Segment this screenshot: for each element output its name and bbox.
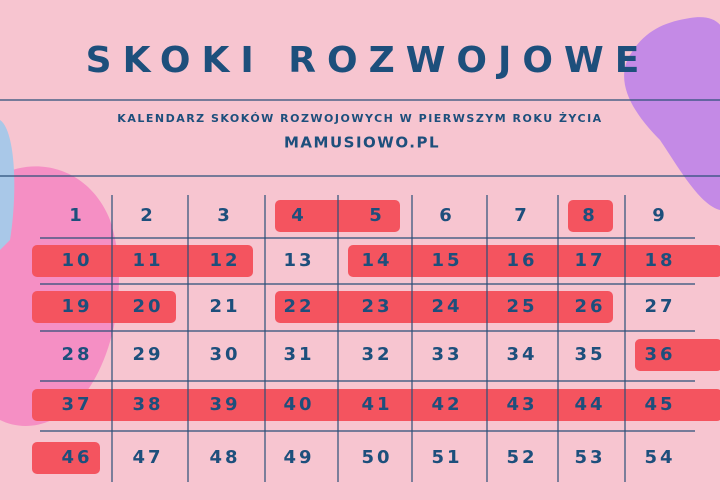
highlight	[635, 339, 720, 371]
week-number: 2	[140, 205, 156, 226]
week-number: 5	[369, 205, 385, 226]
week-number: 48	[209, 447, 240, 468]
week-number: 41	[361, 394, 392, 415]
blue-blob	[0, 120, 15, 250]
week-number: 25	[506, 296, 537, 317]
week-number: 23	[361, 296, 392, 317]
week-number: 35	[574, 344, 605, 365]
week-number: 22	[283, 296, 314, 317]
week-number: 4	[291, 205, 307, 226]
week-number: 18	[644, 250, 675, 271]
week-number: 16	[506, 250, 537, 271]
highlight	[32, 245, 253, 277]
week-number: 34	[506, 344, 537, 365]
site: MAMUSIOWO.PL	[284, 134, 440, 152]
week-number: 13	[283, 250, 314, 271]
highlight	[32, 389, 720, 421]
week-number: 29	[132, 344, 163, 365]
purple-blob	[624, 17, 720, 210]
week-number: 3	[217, 205, 233, 226]
week-number: 11	[132, 250, 163, 271]
week-number: 38	[132, 394, 163, 415]
highlight	[32, 442, 100, 474]
week-number: 10	[61, 250, 92, 271]
week-number: 44	[574, 394, 605, 415]
week-number: 50	[361, 447, 392, 468]
week-number: 46	[61, 447, 92, 468]
highlight	[348, 245, 720, 277]
week-number: 12	[209, 250, 240, 271]
week-number: 43	[506, 394, 537, 415]
week-number: 15	[431, 250, 462, 271]
week-number: 36	[644, 344, 675, 365]
highlight	[32, 291, 176, 323]
week-number: 49	[283, 447, 314, 468]
week-number: 8	[582, 205, 598, 226]
week-number: 14	[361, 250, 392, 271]
week-number: 24	[431, 296, 462, 317]
week-number: 45	[644, 394, 675, 415]
week-number: 39	[209, 394, 240, 415]
week-number: 37	[61, 394, 92, 415]
week-number: 19	[61, 296, 92, 317]
week-number: 17	[574, 250, 605, 271]
week-number: 1	[69, 205, 85, 226]
week-number: 30	[209, 344, 240, 365]
week-number: 20	[132, 296, 163, 317]
week-number: 54	[644, 447, 675, 468]
week-number: 31	[283, 344, 314, 365]
highlight	[275, 291, 613, 323]
week-number: 51	[431, 447, 462, 468]
week-number: 42	[431, 394, 462, 415]
week-number: 26	[574, 296, 605, 317]
week-number: 7	[514, 205, 530, 226]
week-number: 47	[132, 447, 163, 468]
week-number: 21	[209, 296, 240, 317]
week-number: 28	[61, 344, 92, 365]
week-number: 52	[506, 447, 537, 468]
title: SKOKI ROZWOJOWE	[86, 40, 651, 81]
week-number: 53	[574, 447, 605, 468]
highlight	[568, 200, 613, 232]
week-number: 33	[431, 344, 462, 365]
week-number: 32	[361, 344, 392, 365]
subtitle: KALENDARZ SKOKÓW ROZWOJOWYCH W PIERWSZYM…	[117, 111, 602, 125]
week-number: 27	[644, 296, 675, 317]
week-number: 9	[652, 205, 668, 226]
week-number: 40	[283, 394, 314, 415]
week-number: 6	[439, 205, 455, 226]
